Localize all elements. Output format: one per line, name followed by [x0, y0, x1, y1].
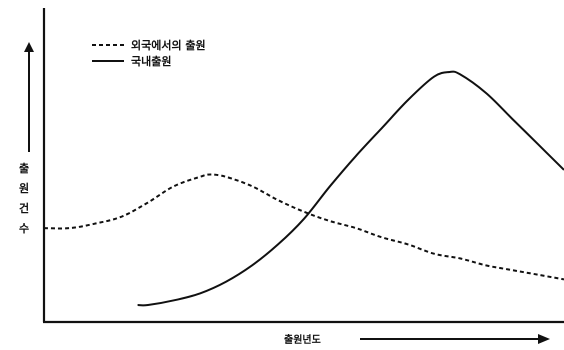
- series-lines: [43, 70, 564, 307]
- x-axis-label: 출원년도: [284, 333, 321, 346]
- y-axis-label-char: 수: [19, 222, 29, 235]
- series-line-0: [43, 173, 564, 281]
- y-axis-label-char: 출: [19, 161, 29, 175]
- legend: 외국에서의 출원 국내출원: [92, 38, 206, 68]
- axes: [42, 8, 564, 324]
- series-line-1: [137, 70, 564, 307]
- legend-label-domestic: 국내출원: [131, 54, 171, 68]
- y-axis-label-char: 건: [19, 201, 29, 215]
- y-axis-label-char: 원: [19, 181, 29, 195]
- y-axis-label-group: 출 원 건 수: [19, 161, 29, 235]
- legend-label-foreign: 외국에서의 출원: [131, 38, 206, 52]
- y-axis-arrow: [24, 42, 34, 152]
- x-axis-arrow: [360, 334, 550, 344]
